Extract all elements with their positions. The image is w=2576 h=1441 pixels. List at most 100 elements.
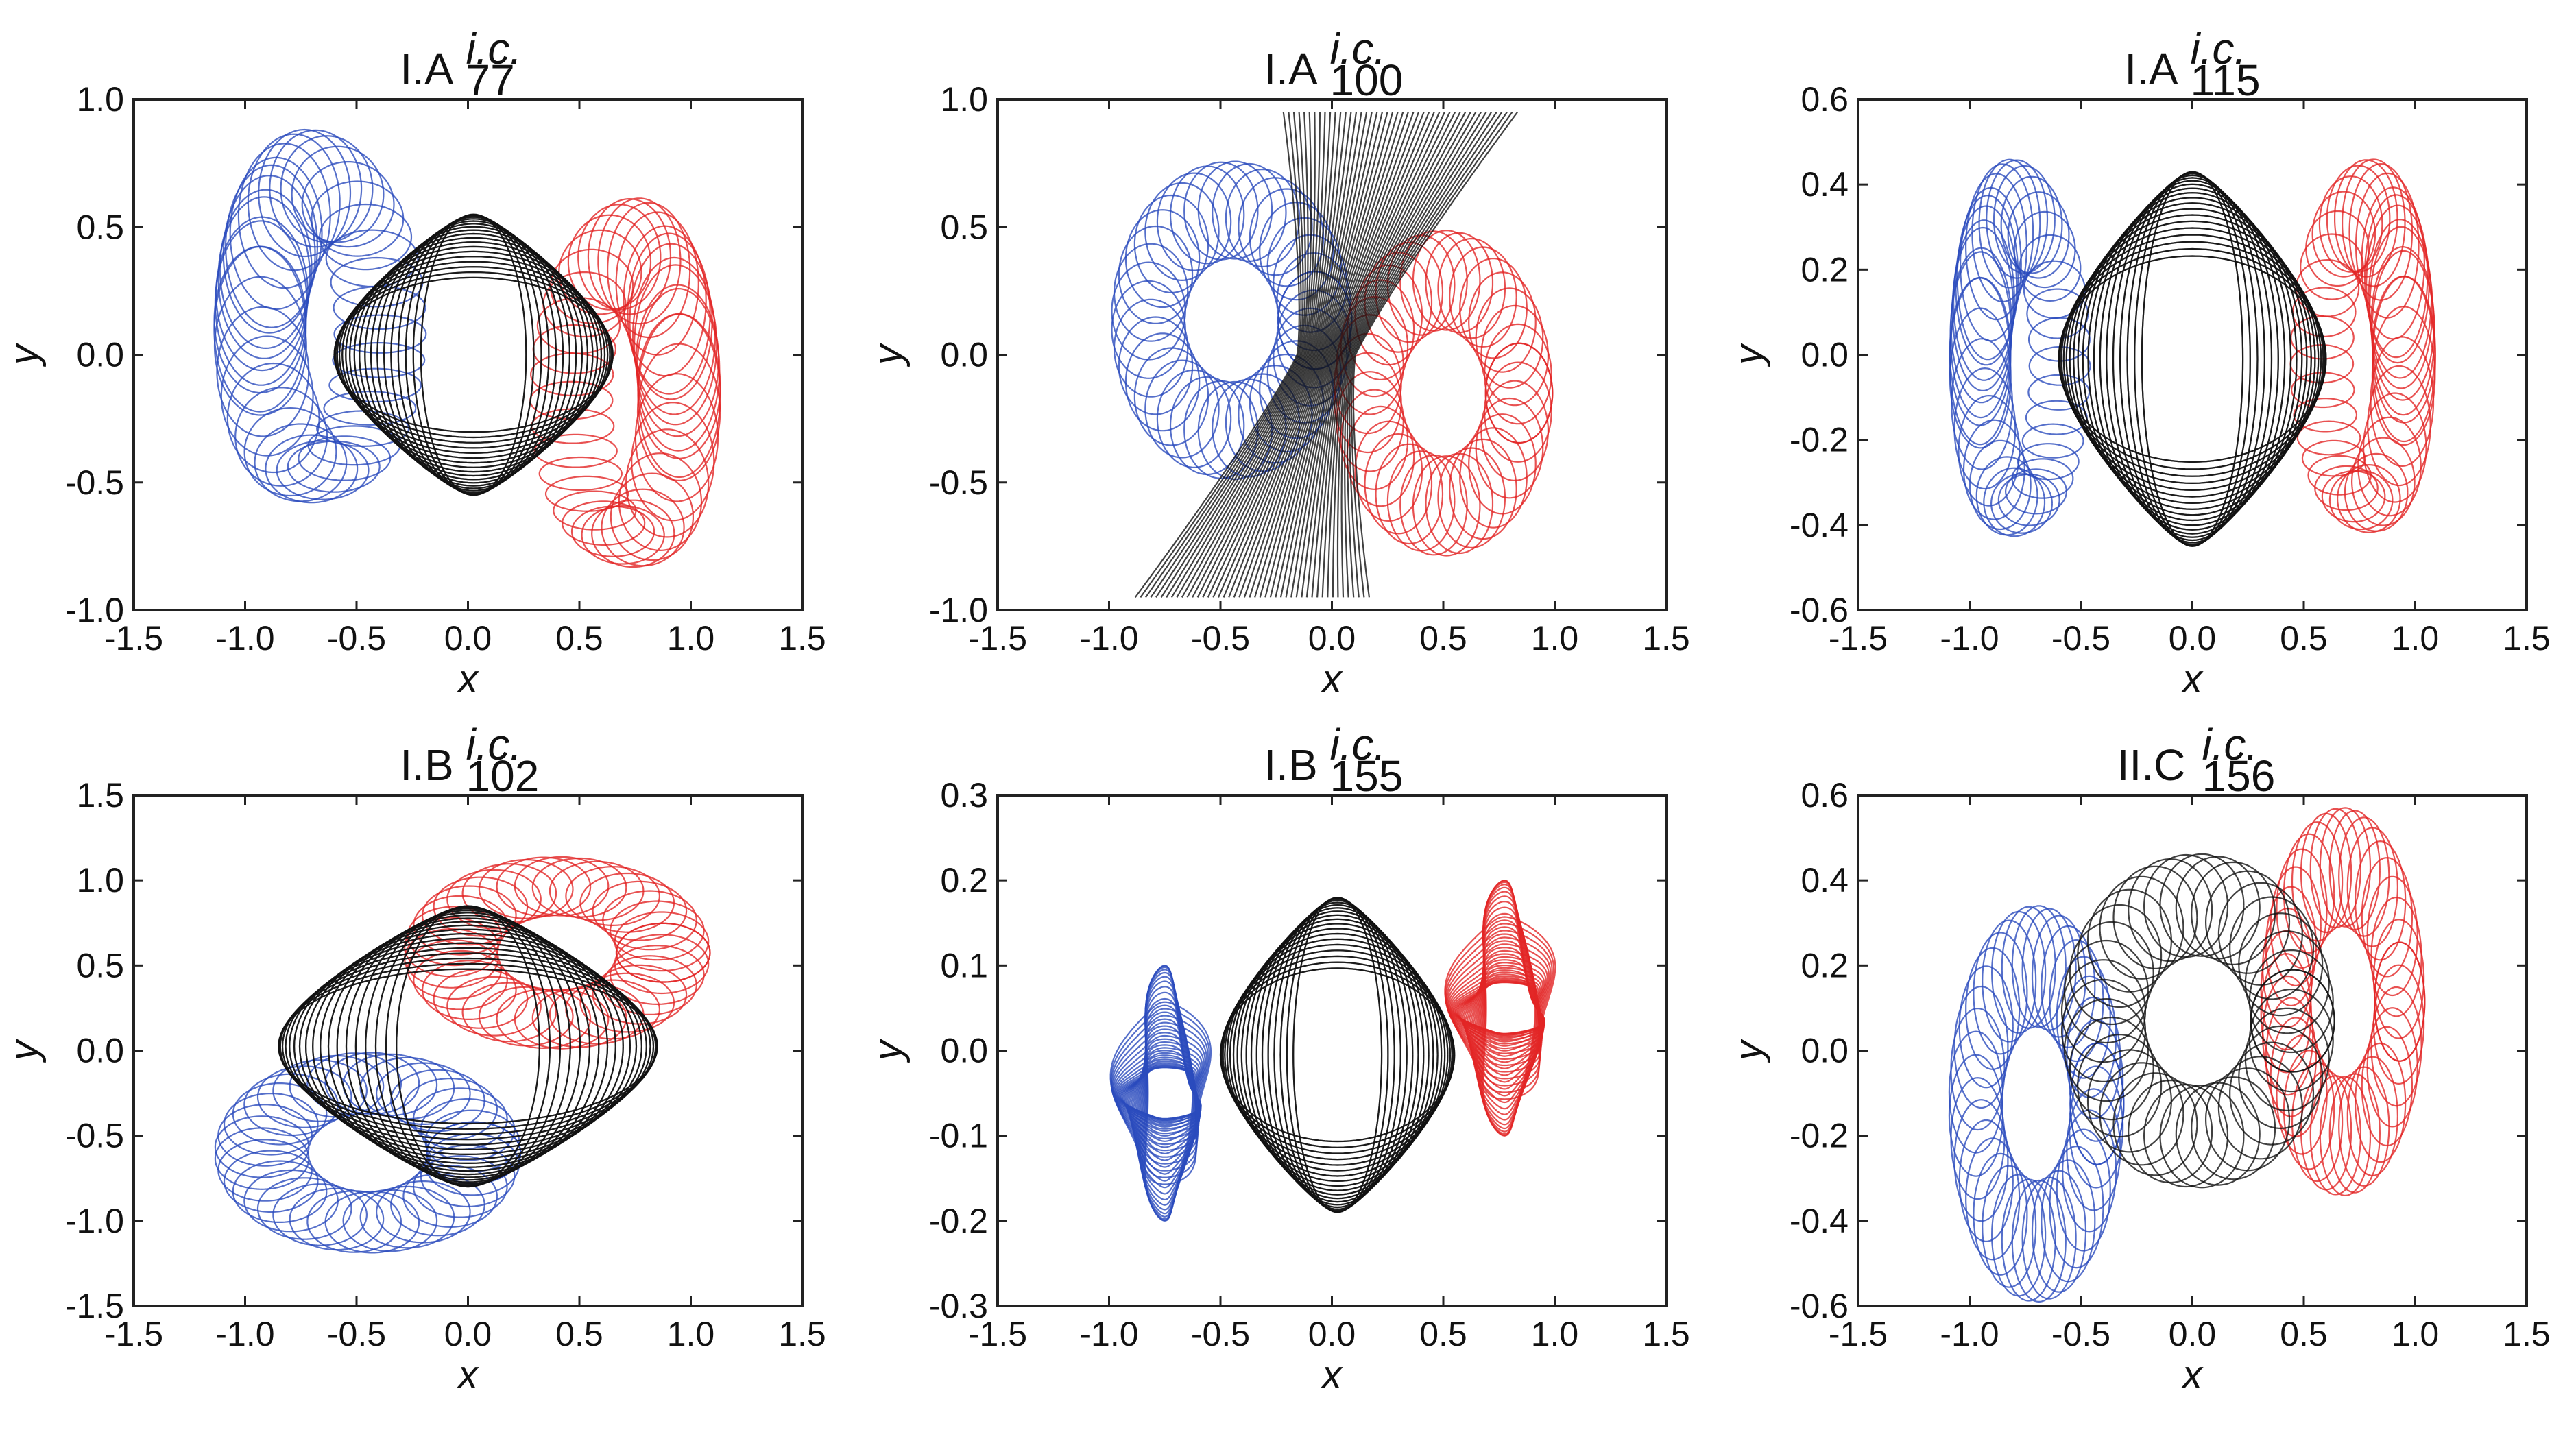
trajectory-body2-loop	[591, 499, 675, 568]
trajectory-body1-loop	[1169, 165, 1245, 265]
x-tick-label: 1.0	[667, 1315, 715, 1353]
x-tick-label: -0.5	[2051, 1315, 2110, 1353]
y-tick-label: 0.5	[76, 946, 124, 984]
trajectory-body2-loop	[1468, 413, 1537, 515]
trajectory-body3-loop	[1228, 112, 1378, 598]
trajectory-body3-loop	[1220, 961, 1455, 1148]
trajectory-body1-loop	[224, 164, 318, 328]
trajectory-body1-loop	[1109, 1001, 1212, 1185]
trajectory-body1-loop	[1111, 280, 1186, 379]
trajectory-body1-loop	[1990, 473, 2053, 534]
trajectory-body3-loop	[1344, 111, 1497, 598]
trajectory-body3-loop	[2069, 921, 2154, 1026]
trajectory-body3-loop	[2112, 1072, 2198, 1176]
trajectory-body2-loop	[610, 472, 694, 561]
trajectory-body2-loop	[2260, 952, 2312, 1074]
trajectory-body3-loop	[2112, 177, 2273, 542]
trajectory-body2-loop	[625, 428, 710, 538]
trajectory-body3-loop	[1346, 111, 1503, 598]
trajectory-body2-loop	[2290, 315, 2355, 360]
series-body1	[213, 128, 427, 504]
trajectory-body2-loop	[1480, 881, 1538, 1135]
trajectory-body1-loop	[243, 1169, 339, 1233]
trajectory-body2-loop	[614, 934, 710, 995]
series-body2	[529, 197, 721, 568]
plot-area	[214, 856, 711, 1254]
trajectory-body3-loop	[1301, 112, 1451, 598]
trajectory-body3-loop	[298, 932, 638, 1160]
trajectory-body3-loop	[1150, 112, 1306, 598]
trajectory-body3-loop	[359, 232, 589, 477]
trajectory-body2-loop	[2370, 896, 2422, 1017]
trajectory-body1-loop	[316, 410, 409, 447]
plot-area	[213, 128, 721, 568]
plot-area	[1948, 807, 2426, 1303]
series-body1	[1948, 905, 2125, 1303]
trajectory-body3-loop	[345, 245, 603, 464]
trajectory-body1-loop	[1130, 1025, 1201, 1161]
trajectory-body2-loop	[592, 964, 688, 1025]
trajectory-body2-loop	[1468, 271, 1537, 373]
trajectory-body2-loop	[2334, 159, 2398, 278]
trajectory-body1-loop	[1137, 986, 1199, 1201]
trajectory-body2-loop	[2326, 165, 2391, 273]
trajectory-body2-loop	[2361, 857, 2413, 978]
plot-area	[1109, 880, 1556, 1222]
x-tick-label: -1.0	[1940, 619, 1999, 657]
trajectory-body3-loop	[2058, 255, 2327, 463]
y-tick-label: -1.0	[65, 591, 124, 629]
trajectory-body2-loop	[478, 858, 574, 919]
x-tick-label: -0.5	[327, 1315, 386, 1353]
x-tick-label: -1.0	[1079, 619, 1138, 657]
trajectory-body3-loop	[1233, 112, 1383, 598]
trajectory-body2-loop	[496, 989, 592, 1050]
trajectory-body3-loop	[338, 255, 609, 455]
trajectory-body2-loop	[2296, 420, 2361, 456]
trajectory-body2-loop	[567, 214, 652, 311]
trajectory-body1-loop	[2062, 1109, 2117, 1233]
trajectory-body1-loop	[1962, 419, 2025, 520]
x-tick-label: 0.0	[444, 1315, 492, 1353]
trajectory-body2-loop	[561, 500, 646, 546]
trajectory-body2-loop	[2371, 306, 2436, 446]
y-tick-label: 1.0	[76, 861, 124, 899]
trajectory-body1-loop	[1973, 1152, 2028, 1276]
trajectory-body3-loop	[2128, 858, 2213, 962]
panel-title-subscript: 156	[2202, 751, 2276, 801]
trajectory-body3-loop	[2191, 861, 2276, 966]
trajectory-body2-loop	[2368, 218, 2433, 379]
trajectory-body2-loop	[2363, 392, 2427, 503]
trajectory-body3-loop	[1349, 111, 1508, 598]
x-tick-label: 1.0	[1531, 1315, 1579, 1353]
trajectory-body2-loop	[579, 872, 675, 933]
trajectory-body3-loop	[2143, 1083, 2229, 1188]
trajectory-body3-loop	[2191, 1076, 2276, 1180]
x-tick-label: -1.5	[104, 1315, 163, 1353]
trajectory-body3-loop	[289, 942, 647, 1151]
x-tick-label: 0.0	[444, 619, 492, 657]
y-tick-label: -1.5	[65, 1287, 124, 1325]
trajectory-body2-loop	[2311, 191, 2376, 278]
panel-title: I.A	[1264, 45, 1318, 94]
trajectory-body3-loop	[2062, 227, 2322, 492]
x-tick-label: -0.5	[1191, 1315, 1250, 1353]
trajectory-body1-loop	[234, 387, 328, 487]
trajectory-body3-loop	[353, 237, 594, 473]
trajectory-body2-loop	[1482, 880, 1537, 1137]
trajectory-body2-loop	[536, 297, 621, 354]
trajectory-body2-loop	[2355, 840, 2407, 961]
trajectory-body2-loop	[1449, 971, 1544, 1045]
panel-title-superscript: i.c.	[466, 720, 522, 769]
trajectory-body3-loop	[1160, 112, 1312, 598]
trajectory-body2-loop	[1481, 880, 1537, 1137]
trajectory-body3-loop	[2059, 241, 2326, 477]
trajectory-body2-loop	[1449, 246, 1517, 348]
y-tick-label: 0.1	[940, 946, 988, 984]
trajectory-body1-loop	[1183, 161, 1259, 261]
trajectory-body3-loop	[2082, 197, 2303, 522]
trajectory-body3-loop	[1222, 949, 1453, 1161]
y-tick-label: 0.2	[1801, 946, 1849, 984]
trajectory-body1-loop	[217, 1139, 313, 1202]
trajectory-body2-loop	[514, 989, 610, 1050]
trajectory-body2-loop	[2336, 463, 2401, 533]
